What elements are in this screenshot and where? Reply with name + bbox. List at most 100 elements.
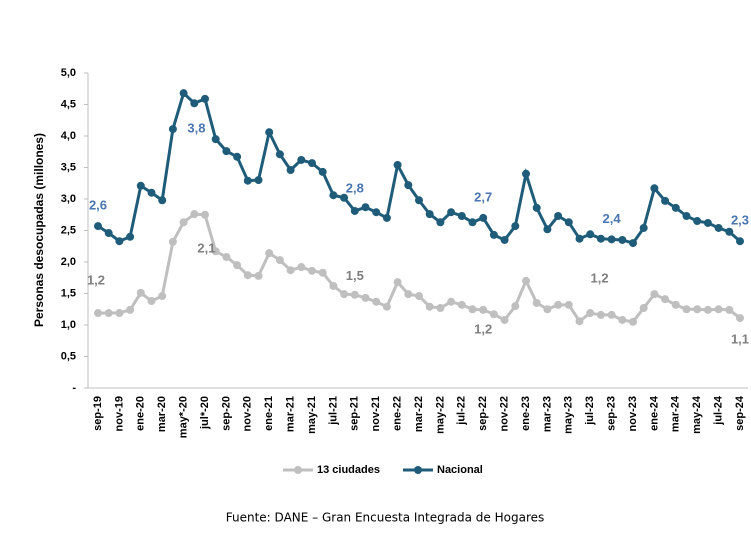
- point: [136, 288, 145, 297]
- y-tick-label: 4,5: [61, 98, 76, 110]
- point: [575, 317, 584, 326]
- point: [393, 278, 402, 287]
- point: [522, 169, 530, 178]
- point: [329, 191, 338, 200]
- point: [511, 222, 520, 231]
- x-tick-label: mar-23: [541, 396, 553, 432]
- point: [564, 218, 573, 227]
- point: [340, 193, 349, 202]
- data-label: 1,2: [474, 321, 492, 336]
- point: [115, 237, 124, 246]
- point: [639, 303, 648, 312]
- point: [265, 249, 274, 258]
- point: [703, 218, 712, 227]
- point: [382, 302, 391, 311]
- point: [136, 181, 145, 190]
- point: [372, 208, 381, 217]
- x-tick-label: jul*-20: [199, 396, 211, 430]
- point: [243, 271, 252, 280]
- point: [693, 217, 702, 226]
- point: [275, 150, 284, 159]
- point: [222, 147, 231, 156]
- data-label: 2,4: [603, 211, 622, 226]
- point: [532, 298, 541, 307]
- y-axis-label: Personas desocupadas (millones): [32, 133, 46, 327]
- point: [286, 266, 295, 275]
- y-tick-label: 2,0: [61, 256, 76, 268]
- data-label: 2,8: [346, 180, 364, 195]
- y-tick-label: 2,5: [61, 224, 76, 236]
- point: [586, 309, 595, 318]
- point: [543, 305, 552, 314]
- point: [404, 290, 413, 299]
- point: [661, 295, 670, 304]
- x-tick-label: nov-20: [242, 396, 254, 431]
- point: [500, 315, 509, 324]
- point: [489, 310, 498, 319]
- y-tick-label: 0,5: [61, 350, 76, 362]
- point: [415, 292, 423, 301]
- point: [158, 292, 167, 301]
- x-tick-label: sep-22: [477, 396, 489, 431]
- x-tick-label: ene-21: [263, 396, 275, 431]
- point: [104, 229, 113, 238]
- point: [168, 237, 177, 246]
- point: [639, 223, 648, 232]
- point: [115, 309, 124, 318]
- point: [297, 263, 306, 272]
- x-tick-label: nov-21: [370, 396, 382, 431]
- point: [661, 196, 670, 205]
- point: [436, 303, 445, 312]
- x-tick-label: sep-20: [220, 396, 232, 431]
- x-tick-label: sep-24: [734, 395, 746, 431]
- point: [254, 271, 263, 280]
- x-tick-label: sep-21: [349, 396, 361, 431]
- y-tick-label: 4,0: [61, 130, 76, 142]
- y-tick-label: -: [72, 382, 76, 394]
- point: [575, 234, 584, 243]
- point: [596, 234, 605, 243]
- point: [629, 317, 637, 326]
- point: [318, 167, 327, 176]
- point: [650, 184, 659, 193]
- point: [714, 305, 723, 314]
- point: [415, 196, 423, 205]
- point: [457, 300, 466, 309]
- point: [361, 293, 370, 302]
- point: [179, 89, 188, 98]
- x-tick-label: ene-20: [135, 396, 147, 431]
- series-line: [97, 90, 741, 245]
- x-tick-label: may-21: [306, 396, 318, 434]
- point: [404, 181, 413, 190]
- x-tick-label: ene-24: [648, 395, 660, 431]
- point: [457, 212, 466, 221]
- point: [693, 305, 702, 314]
- x-tick-label: ene-22: [392, 396, 404, 431]
- point: [618, 315, 627, 324]
- point: [297, 155, 306, 164]
- point: [489, 230, 498, 239]
- point: [425, 302, 434, 311]
- point: [286, 166, 295, 175]
- point: [532, 203, 541, 212]
- point: [511, 302, 520, 311]
- point: [725, 305, 734, 314]
- y-tick-label: 3,5: [61, 161, 76, 173]
- x-tick-label: may-22: [434, 396, 446, 434]
- point: [361, 203, 370, 212]
- point: [308, 266, 316, 275]
- point: [650, 290, 659, 299]
- x-tick-label: nov-19: [113, 396, 125, 431]
- point: [168, 125, 177, 134]
- point: [126, 305, 135, 314]
- point: [736, 314, 744, 323]
- x-tick-label: sep-19: [92, 396, 104, 431]
- point: [500, 235, 509, 244]
- x-tick-label: mar-22: [413, 396, 425, 432]
- point: [682, 212, 691, 221]
- point: [522, 276, 530, 285]
- y-tick-label: 1,0: [61, 319, 76, 331]
- x-tick-label: nov-22: [499, 396, 511, 431]
- x-tick-label: sep-23: [606, 396, 618, 431]
- point: [318, 268, 327, 277]
